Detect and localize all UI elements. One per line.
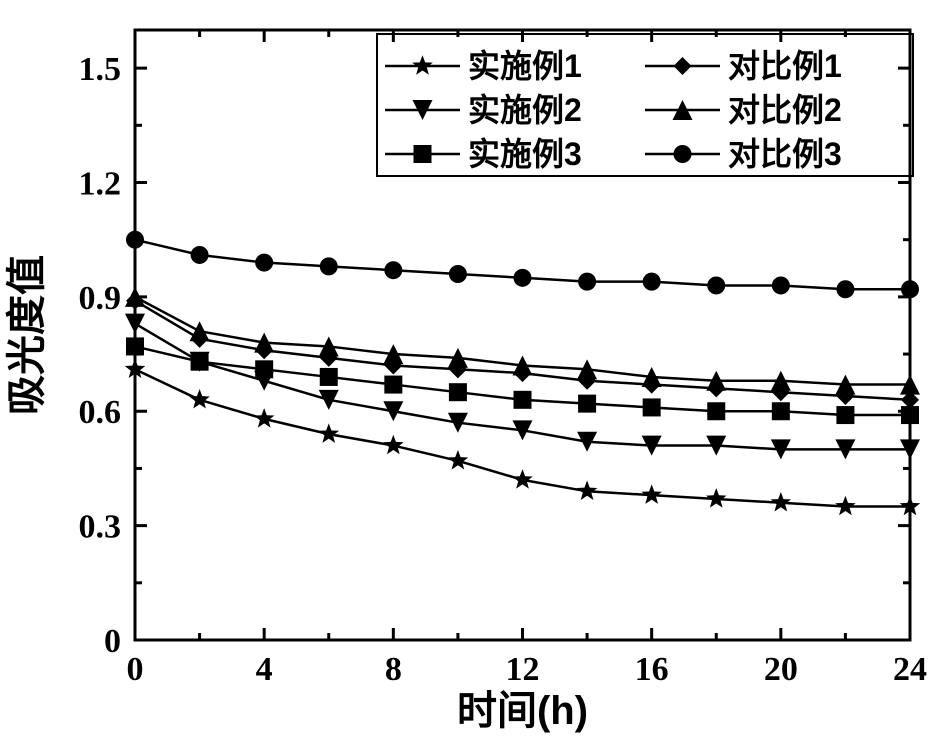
y-tick-label: 0 bbox=[104, 623, 121, 660]
marker-star bbox=[254, 408, 275, 428]
marker-star bbox=[771, 492, 792, 512]
marker-circle bbox=[836, 280, 854, 298]
legend: 实施例1 对比例1 实施例2 对比例2 实施例3 对比例3 bbox=[377, 34, 913, 176]
marker-square bbox=[514, 391, 532, 409]
marker-square bbox=[414, 145, 432, 163]
marker-circle bbox=[514, 269, 532, 287]
marker-circle bbox=[772, 276, 790, 294]
marker-star bbox=[706, 488, 727, 508]
chart-container: 0 4 8 12 16 20 24 0 0.3 0.6 0.9 1.2 1.5 时间(h) 吸光度值 实施例1… bbox=[0, 0, 947, 751]
legend-label: 对比例3 bbox=[728, 136, 842, 172]
legend-label: 实施例2 bbox=[468, 92, 582, 128]
legend-label: 实施例1 bbox=[468, 48, 582, 84]
y-tick-label: 1.5 bbox=[79, 51, 122, 88]
marker-triangle-down bbox=[125, 314, 145, 334]
marker-circle bbox=[255, 254, 273, 272]
legend-label: 对比例1 bbox=[728, 48, 842, 84]
y-axis-title: 吸光度值 bbox=[5, 255, 49, 415]
marker-square bbox=[320, 368, 338, 386]
y-tick-label: 0.3 bbox=[79, 509, 122, 546]
x-tick-label: 20 bbox=[764, 651, 798, 688]
x-tick-label: 8 bbox=[385, 651, 402, 688]
marker-square bbox=[836, 406, 854, 424]
x-tick-label: 0 bbox=[127, 651, 144, 688]
marker-star bbox=[448, 450, 469, 470]
marker-star bbox=[641, 484, 662, 504]
x-tick-label: 24 bbox=[893, 651, 927, 688]
marker-circle bbox=[674, 145, 692, 163]
marker-circle bbox=[384, 261, 402, 279]
marker-square bbox=[772, 402, 790, 420]
x-tick-label: 4 bbox=[256, 651, 273, 688]
marker-square bbox=[126, 337, 144, 355]
marker-square bbox=[578, 395, 596, 413]
marker-square bbox=[449, 383, 467, 401]
x-axis-title: 时间(h) bbox=[457, 689, 588, 733]
marker-circle bbox=[643, 273, 661, 291]
marker-circle bbox=[191, 246, 209, 264]
legend-label: 实施例3 bbox=[468, 136, 582, 172]
marker-diamond bbox=[674, 57, 692, 75]
marker-circle bbox=[449, 265, 467, 283]
x-tick-label: 12 bbox=[506, 651, 540, 688]
marker-star bbox=[577, 481, 598, 501]
x-tick-label: 16 bbox=[635, 651, 669, 688]
marker-star bbox=[512, 469, 533, 489]
marker-star bbox=[318, 423, 339, 443]
y-tick-label: 0.9 bbox=[79, 280, 122, 317]
series-line-c1 bbox=[135, 301, 910, 400]
marker-star bbox=[835, 496, 856, 516]
marker-square bbox=[707, 402, 725, 420]
legend-label: 对比例2 bbox=[728, 92, 842, 128]
marker-circle bbox=[320, 257, 338, 275]
marker-square bbox=[255, 360, 273, 378]
y-tick-label: 1.2 bbox=[79, 165, 122, 202]
marker-square bbox=[643, 398, 661, 416]
marker-star bbox=[383, 435, 404, 455]
y-tick-label: 0.6 bbox=[79, 394, 122, 431]
marker-square bbox=[191, 353, 209, 371]
marker-square bbox=[384, 376, 402, 394]
marker-circle bbox=[578, 273, 596, 291]
marker-circle bbox=[126, 231, 144, 249]
marker-star bbox=[189, 389, 210, 409]
marker-star bbox=[412, 55, 433, 75]
line-chart: 0 4 8 12 16 20 24 0 0.3 0.6 0.9 1.2 1.5 时间(h) 吸光度值 实施例1… bbox=[0, 0, 947, 751]
marker-circle bbox=[901, 280, 919, 298]
marker-circle bbox=[707, 276, 725, 294]
